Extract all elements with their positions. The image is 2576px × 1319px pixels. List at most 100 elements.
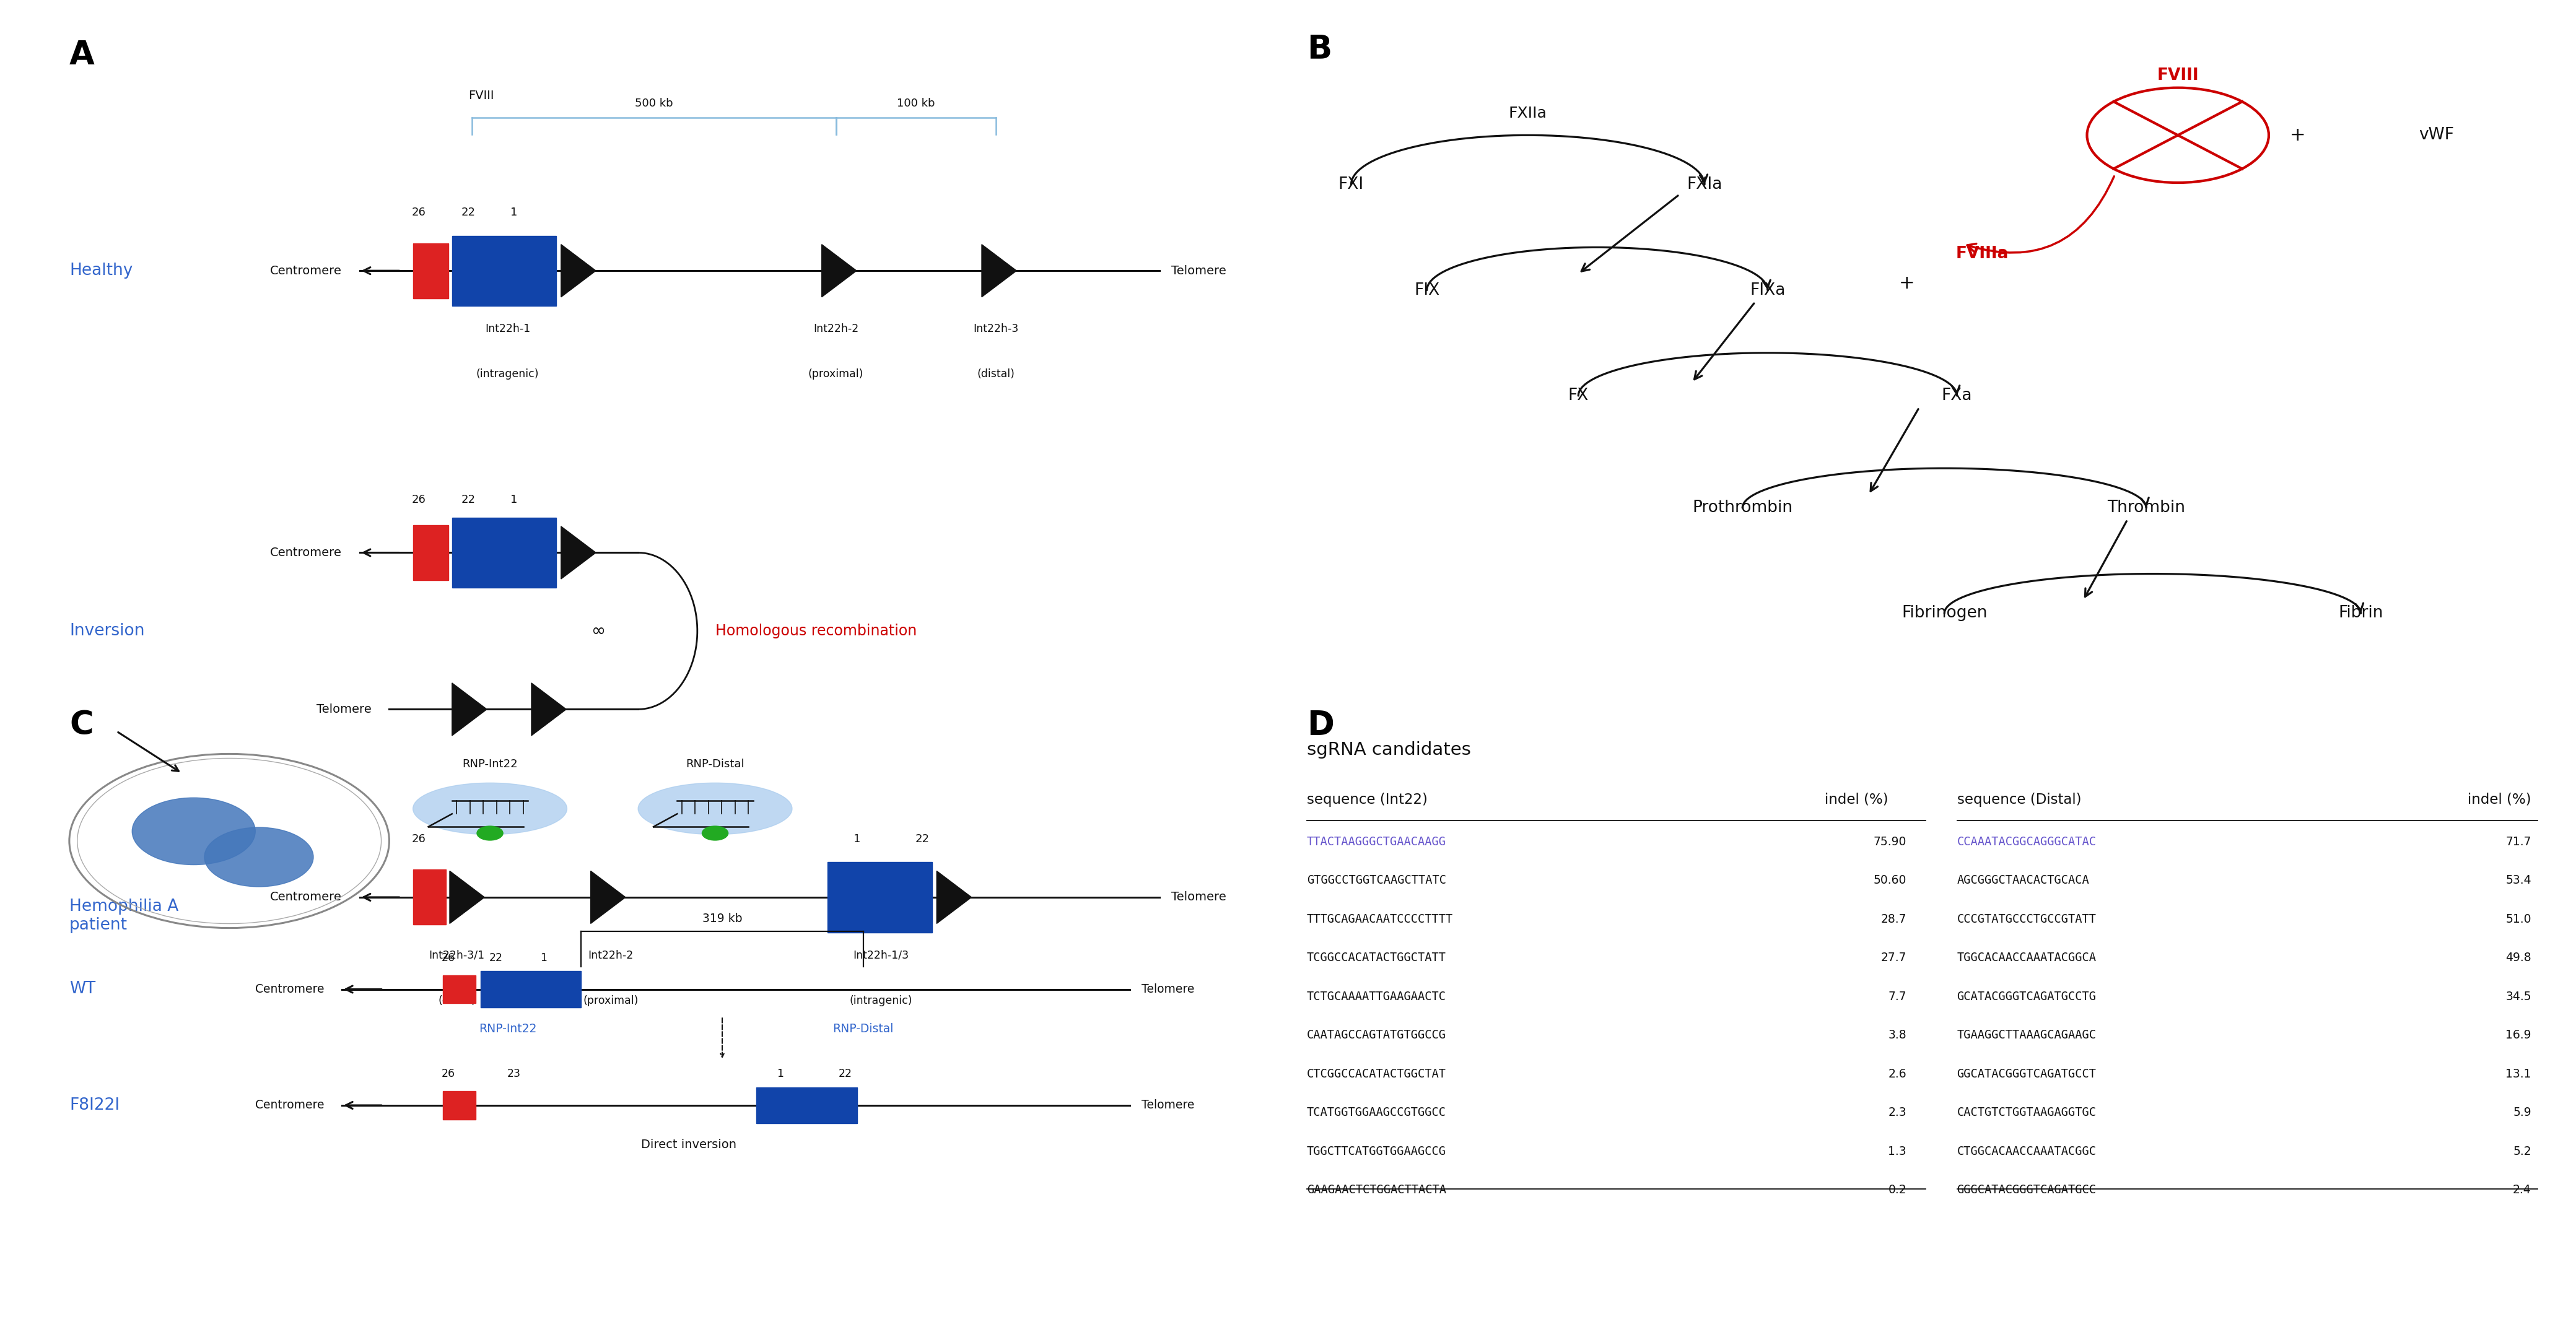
Text: RNP-Int22: RNP-Int22 — [479, 1022, 536, 1034]
Text: CTGGCACAACCAAATACGGC: CTGGCACAACCAAATACGGC — [1958, 1145, 2097, 1157]
Text: 7.7: 7.7 — [1888, 991, 1906, 1002]
Text: FXIa: FXIa — [1687, 177, 1723, 193]
Text: 319 kb: 319 kb — [703, 913, 742, 925]
Text: 26: 26 — [440, 952, 456, 963]
Text: 1.3: 1.3 — [1888, 1145, 1906, 1157]
Ellipse shape — [412, 783, 567, 835]
Text: 0.2: 0.2 — [1888, 1184, 1906, 1196]
Bar — [412, 869, 446, 925]
Text: +: + — [1899, 274, 1914, 293]
Text: CCCGTATGCCCTGCCGTATT: CCCGTATGCCCTGCCGTATT — [1958, 913, 2097, 925]
Text: 34.5: 34.5 — [2506, 991, 2532, 1002]
Text: 26: 26 — [412, 834, 425, 844]
Text: C: C — [70, 708, 93, 741]
Text: 49.8: 49.8 — [2506, 952, 2532, 964]
Text: 51.0: 51.0 — [2506, 913, 2532, 925]
Text: Thrombin: Thrombin — [2107, 500, 2184, 516]
Text: FVIII: FVIII — [2156, 67, 2200, 84]
Polygon shape — [562, 244, 595, 297]
Text: 5.9: 5.9 — [2514, 1107, 2532, 1119]
Text: 26: 26 — [440, 1068, 456, 1079]
Text: 1: 1 — [778, 1068, 783, 1079]
Text: Telomere: Telomere — [1141, 984, 1195, 995]
Text: Int22h-2: Int22h-2 — [814, 323, 858, 335]
Text: FXI: FXI — [1340, 177, 1363, 193]
Text: 22: 22 — [914, 834, 930, 844]
Polygon shape — [981, 244, 1018, 297]
Polygon shape — [938, 871, 971, 923]
Text: Int22h-3: Int22h-3 — [974, 323, 1018, 335]
Text: TCTGCAAAATTGAAGAACTC: TCTGCAAAATTGAAGAACTC — [1306, 991, 1445, 1002]
Text: Hemophilia A
patient: Hemophilia A patient — [70, 898, 178, 934]
Text: WT: WT — [70, 981, 95, 997]
Text: (distal): (distal) — [438, 995, 477, 1006]
Text: indel (%): indel (%) — [1824, 793, 1888, 807]
Text: A: A — [70, 38, 95, 71]
Text: Centromere: Centromere — [270, 892, 343, 904]
Text: (proximal): (proximal) — [809, 368, 863, 380]
Polygon shape — [590, 871, 626, 923]
Text: FIX: FIX — [1414, 282, 1440, 298]
Text: Healthy: Healthy — [70, 262, 134, 278]
Bar — [412, 525, 448, 580]
Text: FIXa: FIXa — [1749, 282, 1785, 298]
Text: 16.9: 16.9 — [2506, 1029, 2532, 1041]
Text: Fibrin: Fibrin — [2339, 605, 2383, 621]
Text: 53.4: 53.4 — [2506, 874, 2532, 886]
Text: 3.8: 3.8 — [1888, 1029, 1906, 1041]
Text: vWF: vWF — [2419, 127, 2455, 144]
Text: 26: 26 — [412, 493, 425, 505]
Text: 1: 1 — [853, 834, 860, 844]
Polygon shape — [451, 871, 484, 923]
Bar — [451, 236, 556, 306]
Bar — [827, 863, 933, 933]
Text: FVIII: FVIII — [469, 90, 495, 102]
Text: RNP-Int22: RNP-Int22 — [461, 758, 518, 770]
Text: GGGCATACGGGTCAGATGCC: GGGCATACGGGTCAGATGCC — [1958, 1184, 2097, 1196]
Text: TGAAGGCTTAAAGCAGAAGC: TGAAGGCTTAAAGCAGAAGC — [1958, 1029, 2097, 1041]
Text: 22: 22 — [489, 952, 502, 963]
Text: TCGGCCACATACTGGCTATT: TCGGCCACATACTGGCTATT — [1306, 952, 1445, 964]
Text: CACTGTCTGGTAAGAGGTGC: CACTGTCTGGTAAGAGGTGC — [1958, 1107, 2097, 1119]
Text: sequence (Int22): sequence (Int22) — [1306, 793, 1427, 807]
Bar — [451, 517, 556, 588]
Text: GTGGCCTGGTCAAGCTTATC: GTGGCCTGGTCAAGCTTATC — [1306, 874, 1445, 886]
Text: Int22h-2: Int22h-2 — [587, 950, 634, 962]
Text: 28.7: 28.7 — [1880, 913, 1906, 925]
Text: 22: 22 — [461, 207, 477, 218]
Polygon shape — [451, 683, 487, 736]
Text: ∞: ∞ — [592, 623, 605, 640]
Text: RNP-Distal: RNP-Distal — [832, 1022, 894, 1034]
Text: TTACTAAGGGCTGAACAAGG: TTACTAAGGGCTGAACAAGG — [1306, 836, 1445, 848]
Ellipse shape — [639, 783, 793, 835]
Text: 26: 26 — [412, 207, 425, 218]
Text: Direct inversion: Direct inversion — [641, 1138, 737, 1150]
Text: 2.4: 2.4 — [2512, 1184, 2532, 1196]
Text: 500 kb: 500 kb — [636, 98, 672, 109]
Text: Int22h-3/1: Int22h-3/1 — [428, 950, 484, 962]
Text: Fibrinogen: Fibrinogen — [1901, 605, 1986, 621]
Text: FVIIIa: FVIIIa — [1955, 245, 2009, 262]
Polygon shape — [531, 683, 567, 736]
Text: 22: 22 — [840, 1068, 853, 1079]
Text: 2.3: 2.3 — [1888, 1107, 1906, 1119]
Text: +: + — [2290, 127, 2306, 144]
Text: AGCGGGCTAACACTGCACA: AGCGGGCTAACACTGCACA — [1958, 874, 2089, 886]
Text: F8I22I: F8I22I — [70, 1097, 118, 1113]
Text: 100 kb: 100 kb — [896, 98, 935, 109]
Text: D: D — [1306, 708, 1334, 741]
Text: 1: 1 — [510, 493, 518, 505]
Text: GAAGAACTCTGGACTTACTA: GAAGAACTCTGGACTTACTA — [1306, 1184, 1445, 1196]
Circle shape — [477, 826, 502, 840]
Text: Centromere: Centromere — [255, 984, 325, 995]
Text: 13.1: 13.1 — [2506, 1068, 2532, 1080]
Text: 50.60: 50.60 — [1873, 874, 1906, 886]
Text: GGCATACGGGTCAGATGCCT: GGCATACGGGTCAGATGCCT — [1958, 1068, 2097, 1080]
Text: Homologous recombination: Homologous recombination — [716, 624, 917, 638]
Text: Prothrombin: Prothrombin — [1692, 500, 1793, 516]
Text: Inversion: Inversion — [70, 623, 144, 638]
Circle shape — [703, 826, 729, 840]
Text: Telomere: Telomere — [1141, 1100, 1195, 1111]
Text: Centromere: Centromere — [270, 265, 343, 277]
Bar — [412, 243, 448, 298]
